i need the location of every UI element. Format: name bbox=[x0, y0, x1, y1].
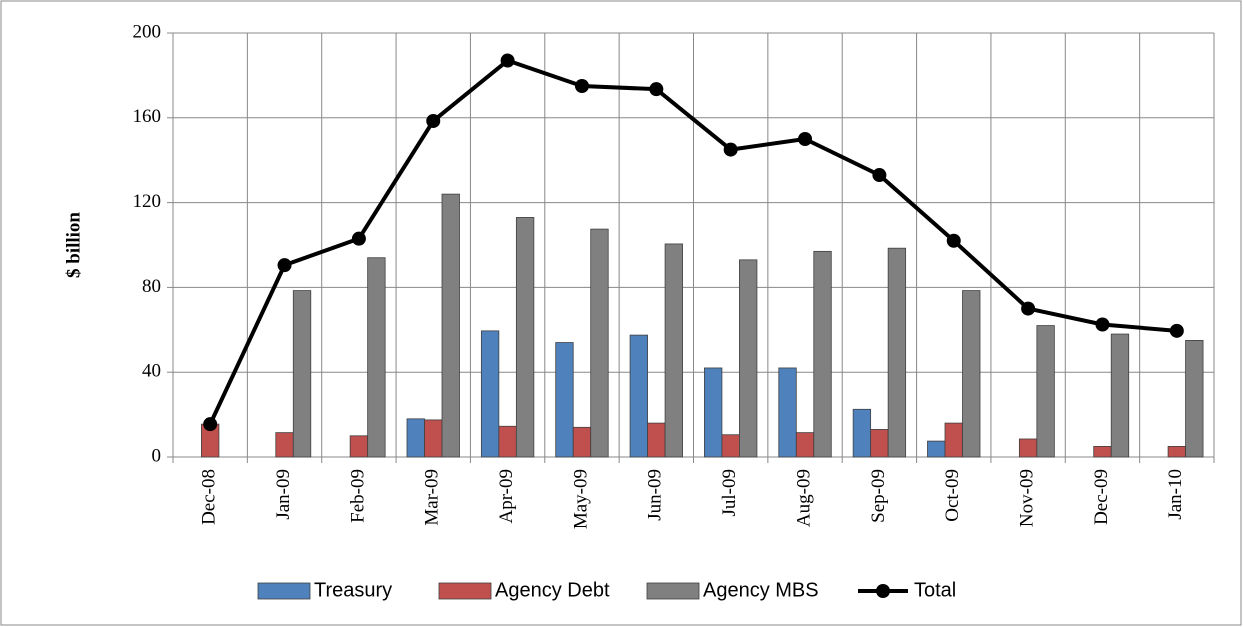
marker bbox=[1021, 301, 1036, 316]
marker bbox=[1169, 323, 1184, 338]
bar bbox=[962, 290, 981, 458]
marker bbox=[203, 417, 218, 432]
bar bbox=[852, 408, 872, 458]
x-tick-label: Dec-08 bbox=[199, 469, 220, 525]
marker bbox=[500, 53, 515, 68]
bar bbox=[647, 422, 666, 458]
legend-swatch bbox=[438, 582, 492, 600]
bar bbox=[1093, 445, 1112, 458]
bar bbox=[778, 367, 797, 458]
bar bbox=[349, 435, 369, 458]
bar bbox=[480, 330, 500, 458]
bar bbox=[555, 342, 574, 458]
marker bbox=[277, 258, 292, 273]
bar bbox=[795, 432, 815, 458]
bar bbox=[1018, 438, 1038, 458]
legend-swatch bbox=[257, 582, 311, 600]
bar bbox=[590, 228, 609, 458]
marker bbox=[798, 132, 813, 146]
bar bbox=[944, 422, 963, 458]
bar bbox=[572, 426, 592, 458]
marker bbox=[426, 113, 441, 128]
x-tick-label: Oct-09 bbox=[942, 469, 963, 522]
bar bbox=[498, 425, 517, 458]
marker bbox=[723, 142, 738, 157]
y-tick-label: 0 bbox=[152, 445, 162, 466]
y-tick-label: 80 bbox=[142, 276, 161, 297]
bar bbox=[275, 432, 294, 458]
bar bbox=[1036, 325, 1055, 458]
x-tick-label: Sep-09 bbox=[868, 469, 889, 523]
bar bbox=[739, 259, 758, 458]
bar bbox=[704, 367, 723, 458]
x-tick-label: Jan-10 bbox=[1165, 469, 1186, 520]
x-tick-label: Mar-09 bbox=[422, 469, 443, 526]
bar bbox=[870, 429, 889, 458]
marker bbox=[574, 79, 589, 93]
bar bbox=[721, 434, 740, 458]
x-tick-label: Feb-09 bbox=[347, 469, 368, 523]
x-tick-label: Jun-09 bbox=[645, 469, 666, 521]
bar bbox=[406, 418, 425, 458]
x-tick-label: Jan-09 bbox=[273, 469, 294, 520]
x-tick-label: Dec-09 bbox=[1091, 469, 1112, 525]
marker bbox=[872, 168, 887, 183]
bar bbox=[927, 440, 946, 458]
bar bbox=[1167, 445, 1186, 458]
marker bbox=[1095, 317, 1110, 332]
x-tick-label: Aug-09 bbox=[793, 469, 814, 527]
bar bbox=[629, 334, 648, 458]
line bbox=[208, 58, 1177, 425]
bar bbox=[1110, 333, 1130, 458]
legend-label: Agency MBS bbox=[703, 579, 819, 601]
y-tick-label: 120 bbox=[133, 191, 162, 212]
marker bbox=[946, 233, 961, 248]
legend-label: Agency Debt bbox=[495, 579, 610, 601]
x-tick-label: May-09 bbox=[570, 469, 591, 529]
legend-label: Treasury bbox=[314, 579, 392, 601]
legend-marker bbox=[876, 584, 890, 598]
marker bbox=[351, 231, 366, 246]
legend-label: Total bbox=[914, 579, 956, 601]
bar bbox=[887, 247, 907, 458]
y-tick-label: 200 bbox=[133, 21, 162, 42]
bar bbox=[664, 243, 683, 458]
bar bbox=[292, 290, 312, 458]
x-tick-label: Nov-09 bbox=[1016, 469, 1037, 527]
legend-swatch bbox=[646, 582, 700, 600]
bar bbox=[367, 257, 386, 458]
bar bbox=[813, 250, 832, 458]
y-axis-label: $ billion bbox=[63, 212, 84, 278]
x-tick-label: Jul-09 bbox=[719, 469, 740, 517]
bar bbox=[515, 217, 535, 458]
y-tick-label: 160 bbox=[133, 106, 162, 127]
y-tick-label: 40 bbox=[142, 361, 161, 382]
bar bbox=[424, 419, 443, 458]
bar bbox=[1185, 339, 1204, 458]
x-tick-label: Apr-09 bbox=[496, 469, 517, 523]
bar bbox=[441, 193, 460, 458]
marker bbox=[649, 82, 664, 97]
